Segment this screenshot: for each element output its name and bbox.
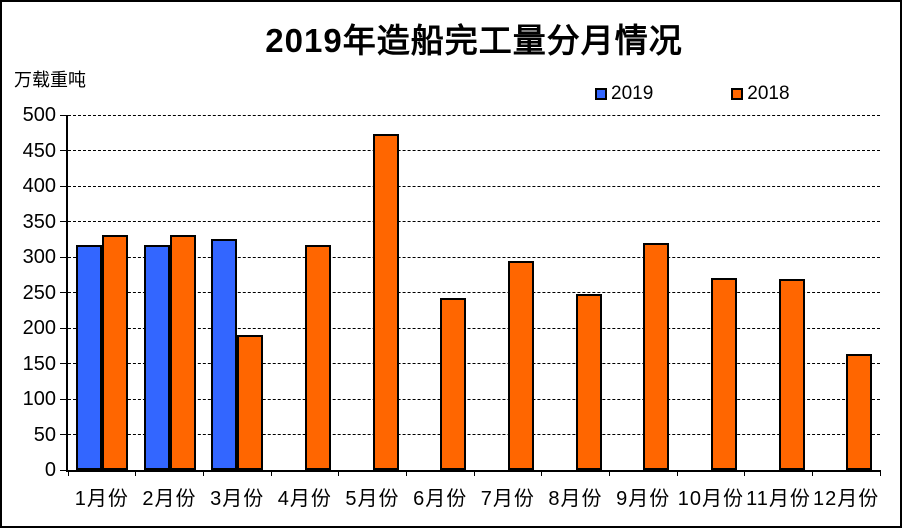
gridline bbox=[68, 256, 880, 258]
x-axis-category-label: 2月份 bbox=[142, 488, 197, 510]
x-axis-category-label: 6月份 bbox=[413, 488, 468, 510]
gridline bbox=[68, 221, 880, 222]
y-axis-tick bbox=[60, 398, 66, 400]
x-axis-category-label: 11月份 bbox=[746, 488, 811, 510]
gridline bbox=[68, 185, 880, 187]
bar-2018-m9 bbox=[643, 243, 670, 470]
x-axis-tick bbox=[608, 470, 610, 476]
gridline bbox=[68, 327, 880, 329]
x-axis-tick bbox=[541, 470, 543, 476]
bar-2018-m5 bbox=[372, 134, 399, 470]
x-axis-tick bbox=[744, 470, 746, 476]
x-axis-category-label: 10月份 bbox=[677, 488, 744, 510]
x-axis-tick bbox=[135, 470, 137, 476]
y-axis-tick-label: 300 bbox=[22, 246, 56, 268]
legend-label-2019: 2019 bbox=[611, 83, 654, 104]
y-axis-tick-label: 350 bbox=[22, 210, 56, 233]
bar-2018-m10 bbox=[710, 278, 737, 470]
x-axis-tick bbox=[67, 470, 69, 476]
x-axis-category-label: 7月份 bbox=[480, 488, 535, 510]
bar-2019-m3 bbox=[211, 239, 238, 470]
y-axis-tick bbox=[60, 469, 66, 471]
y-axis-tick-label: 250 bbox=[22, 281, 56, 304]
legend-label-2018: 2018 bbox=[747, 83, 790, 104]
legend: 2019 2018 bbox=[595, 84, 790, 103]
x-axis-category-label: 12月份 bbox=[813, 488, 880, 510]
legend-swatch-2018-icon bbox=[731, 87, 744, 100]
x-axis-category-label: 1月份 bbox=[74, 488, 129, 510]
y-axis-tick bbox=[60, 256, 66, 258]
gridline bbox=[68, 114, 880, 116]
x-axis-category-label: 4月份 bbox=[277, 488, 332, 510]
x-axis-tick bbox=[202, 470, 204, 476]
y-axis-tick-label: 200 bbox=[22, 317, 56, 339]
legend-item-2019: 2019 bbox=[595, 84, 653, 103]
y-axis-tick-label: 500 bbox=[22, 104, 56, 126]
legend-item-2018: 2018 bbox=[731, 83, 790, 104]
legend-swatch-2019-icon bbox=[595, 87, 607, 100]
x-axis-tick bbox=[405, 470, 407, 476]
gridline bbox=[68, 150, 880, 151]
x-axis-category-label: 9月份 bbox=[616, 488, 671, 510]
gridline bbox=[68, 292, 880, 293]
bar-2018-m6 bbox=[440, 298, 467, 470]
y-axis-tick-label: 0 bbox=[44, 459, 56, 481]
x-axis-tick bbox=[879, 470, 881, 476]
bar-2018-m11 bbox=[778, 279, 805, 470]
gridline bbox=[68, 363, 880, 364]
plot-area: 0 50 100 150 200 250 300 350 400 450 500 1月份 2月份 3月份 4… bbox=[23, 105, 881, 510]
y-axis-unit-label: 万载重吨 bbox=[14, 70, 86, 90]
bar-2018-m1 bbox=[101, 235, 128, 470]
bar-2019-m2 bbox=[143, 245, 170, 470]
y-axis-tick-label: 400 bbox=[22, 175, 56, 197]
x-axis-category-label: 5月份 bbox=[345, 488, 400, 510]
x-axis-category-label: 8月份 bbox=[548, 488, 603, 510]
y-axis-tick bbox=[60, 221, 66, 222]
bar-2018-m8 bbox=[575, 294, 602, 470]
x-axis-tick bbox=[338, 470, 340, 476]
gridline bbox=[68, 398, 880, 400]
x-axis-category-label: 3月份 bbox=[210, 488, 265, 510]
x-axis bbox=[66, 470, 880, 472]
bar-2018-m2 bbox=[169, 235, 196, 470]
bar-2019-m1 bbox=[75, 245, 102, 470]
y-axis-tick bbox=[60, 114, 66, 116]
x-axis-tick bbox=[676, 470, 678, 476]
y-axis-tick bbox=[60, 363, 66, 364]
y-axis-tick bbox=[60, 150, 66, 151]
x-axis-tick bbox=[473, 470, 475, 476]
bar-2018-m4 bbox=[304, 245, 331, 470]
bar-2018-m3 bbox=[237, 335, 264, 470]
bar-2018-m7 bbox=[507, 261, 534, 470]
y-axis-tick bbox=[60, 185, 66, 187]
x-axis-tick bbox=[811, 470, 813, 476]
gridline bbox=[68, 434, 880, 435]
y-axis-tick-label: 150 bbox=[22, 352, 56, 375]
y-axis-tick bbox=[60, 327, 66, 329]
bar-2018-m12 bbox=[846, 354, 873, 470]
chart-title: 2019年造船完工量分月情况 bbox=[265, 22, 683, 59]
y-axis-tick bbox=[60, 292, 66, 293]
y-axis-tick-label: 100 bbox=[22, 388, 56, 410]
y-axis-tick-label: 50 bbox=[33, 423, 56, 446]
y-axis bbox=[66, 115, 68, 470]
x-axis-tick bbox=[270, 470, 272, 476]
y-axis-tick-label: 450 bbox=[22, 139, 56, 162]
y-axis-tick bbox=[60, 434, 66, 435]
